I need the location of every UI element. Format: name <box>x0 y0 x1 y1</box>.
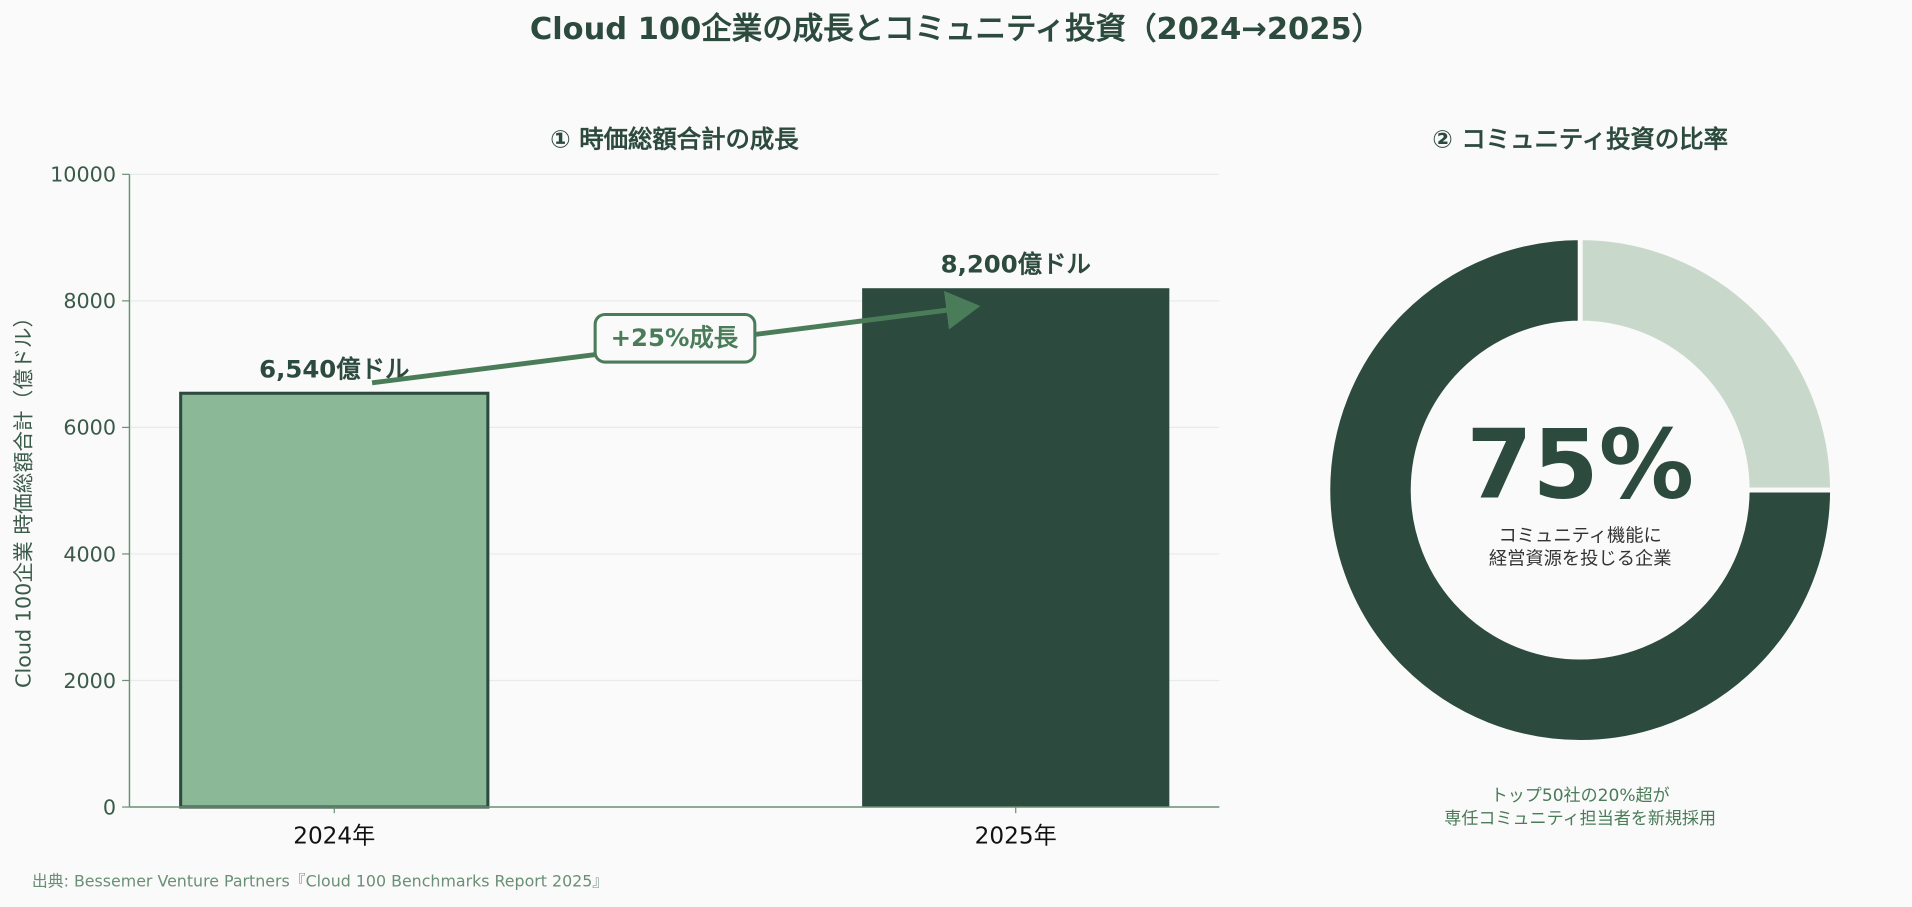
donut-title: ② コミュニティ投資の比率 <box>1432 125 1728 154</box>
growth-annotation: +25%成長 <box>371 290 981 386</box>
bar-data-label: 8,200億ドル <box>941 249 1091 278</box>
bar-data-label: 6,540億ドル <box>259 354 409 383</box>
donut-center-label-1: コミュニティ機能に <box>1499 525 1662 546</box>
bar-2025年 <box>862 288 1170 808</box>
donut-note-2: 専任コミュニティ担当者を新規採用 <box>1444 809 1716 829</box>
bar-chart: ① 時価総額合計の成長 Cloud 100企業 時価総額合計（億ドル） 0 200… <box>12 125 1220 850</box>
donut-chart: ② コミュニティ投資の比率 75% コミュニティ機能に 経営資源を投じる企業 ト… <box>1325 125 1835 829</box>
chart-title: Cloud 100企業の成長とコミュニティ投資（2024→2025） <box>530 11 1382 47</box>
donut-center-value: 75% <box>1466 410 1694 520</box>
growth-label: +25%成長 <box>611 323 739 352</box>
y-tick-label: 2000 <box>63 669 116 693</box>
donut-note-1: トップ50社の20%超が <box>1491 786 1670 806</box>
slice-other <box>1577 235 1835 493</box>
slice-community <box>1325 235 1835 745</box>
y-tick-label: 8000 <box>63 289 116 313</box>
y-tick-label: 4000 <box>63 542 116 566</box>
y-tick-label: 0 <box>103 795 116 819</box>
growth-box <box>593 313 757 364</box>
y-tick-label: 10000 <box>50 163 116 187</box>
x-tick-label: 2025年 <box>975 824 1057 850</box>
y-axis-label: Cloud 100企業 時価総額合計（億ドル） <box>12 307 36 688</box>
x-tick-label: 2024年 <box>293 824 375 850</box>
bar-chart-title: ① 時価総額合計の成長 <box>550 125 799 154</box>
donut-center-label-2: 経営資源を投じる企業 <box>1489 548 1672 569</box>
bar-2024年 <box>179 391 490 809</box>
y-tick-label: 6000 <box>63 416 116 440</box>
source-note: 出典: Bessemer Venture Partners『Cloud 100 … <box>32 871 608 890</box>
